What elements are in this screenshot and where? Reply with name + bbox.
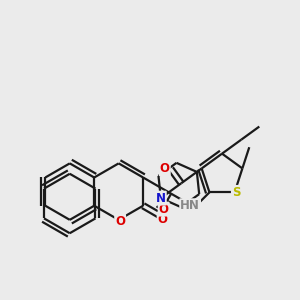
Text: O: O	[158, 213, 168, 226]
Text: HN: HN	[180, 199, 200, 212]
Text: O: O	[159, 202, 169, 216]
Text: N: N	[156, 192, 166, 205]
Text: S: S	[232, 186, 240, 199]
Text: O: O	[160, 162, 170, 176]
Text: O: O	[115, 215, 125, 228]
